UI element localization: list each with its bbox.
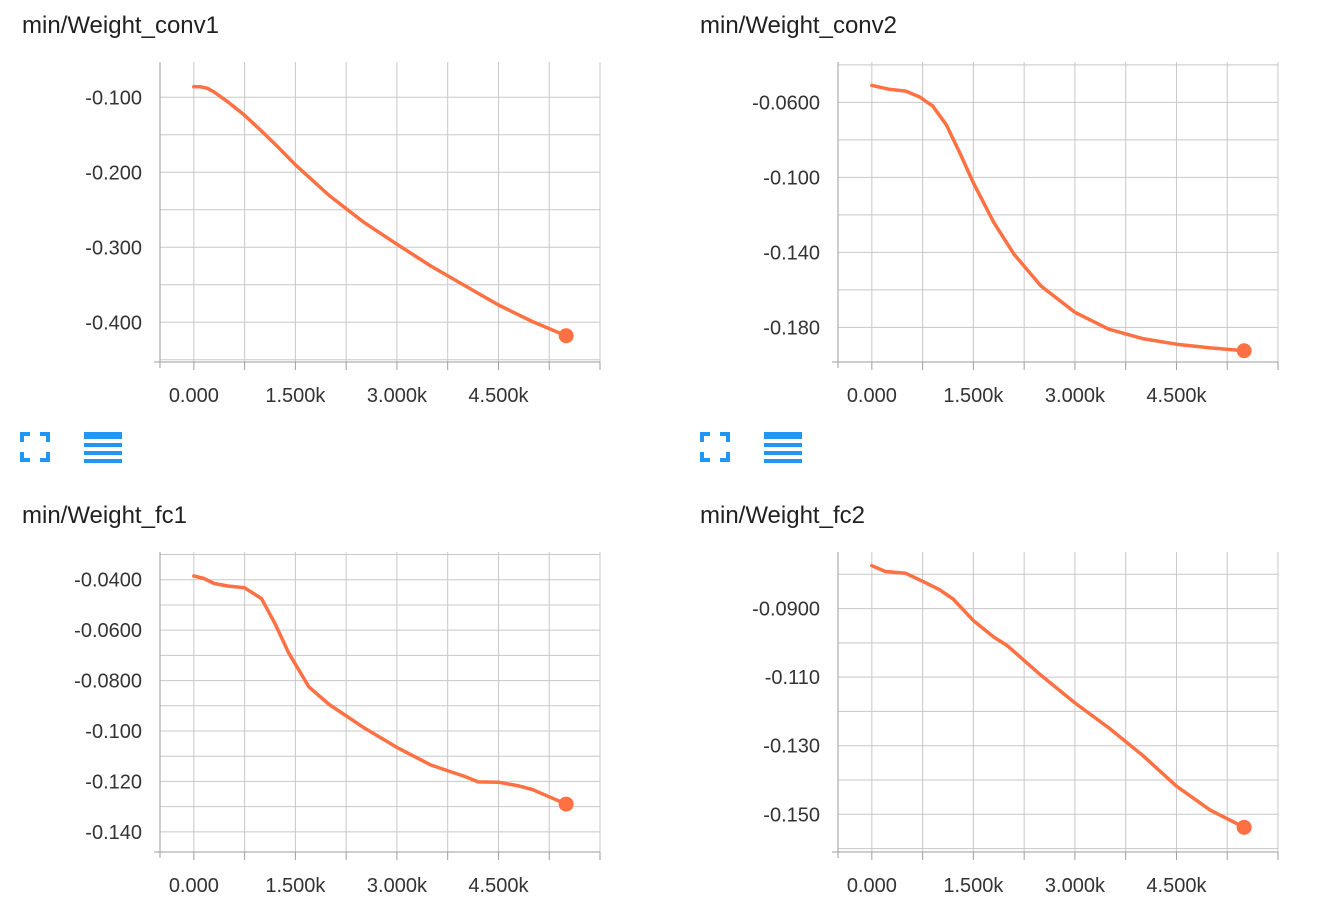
fullscreen-icon[interactable] <box>700 432 730 462</box>
y-tick-label: -0.140 <box>85 822 142 844</box>
chart-plot[interactable]: 0.000 1.500k 3.000k 4.500k -0.0400 -0.0600 -0.… <box>22 502 662 922</box>
chart-plot[interactable]: 0.000 1.500k 3.000k 4.500k -0.100 -0.200 -0.30… <box>22 12 662 432</box>
fullscreen-icon[interactable] <box>20 432 50 462</box>
series-line <box>192 85 568 338</box>
chart-panel-fc1: min/Weight_fc1 0.000 1.500k 3.000k 4.500k -0… <box>22 502 662 922</box>
x-tick-label: 4.500k <box>468 385 529 407</box>
x-tick-label: 3.000k <box>1045 875 1106 897</box>
y-tick-label: -0.100 <box>85 721 142 743</box>
series-endpoint <box>1236 343 1252 359</box>
y-tick-label: -0.0400 <box>74 570 142 592</box>
y-tick-label: -0.100 <box>85 87 142 109</box>
y-tick-label: -0.400 <box>85 312 142 334</box>
chart-title: min/Weight_fc1 <box>22 502 187 529</box>
chart-title: min/Weight_conv2 <box>700 12 897 39</box>
series-line <box>870 563 1246 830</box>
series-endpoint <box>1236 819 1252 835</box>
series-endpoint <box>558 328 574 344</box>
x-tick-label: 1.500k <box>265 385 326 407</box>
chart-panel-fc2: min/Weight_fc2 0.000 1.500k 3.000k 4.500k -0… <box>700 502 1336 922</box>
y-tick-label: -0.100 <box>763 167 820 189</box>
x-tick-label: 3.000k <box>367 385 428 407</box>
x-tick-label: 0.000 <box>169 875 219 897</box>
y-tick-label: -0.0600 <box>752 92 820 114</box>
chart-panel-conv1: min/Weight_conv1 0.000 1.500k 3.000k 4.500k… <box>22 12 662 432</box>
x-tick-label: 0.000 <box>847 875 897 897</box>
y-tick-label: -0.110 <box>765 667 820 689</box>
x-tick-label: 4.500k <box>468 875 529 897</box>
y-tick-label: -0.180 <box>763 317 820 339</box>
chart-title: min/Weight_conv1 <box>22 12 219 39</box>
x-tick-label: 3.000k <box>1045 385 1106 407</box>
y-tick-label: -0.0600 <box>74 620 142 642</box>
chart-panel-conv2: min/Weight_conv2 0.000 1.500k 3.000k 4.500k… <box>700 12 1336 432</box>
y-tick-label: -0.140 <box>763 242 820 264</box>
chart-controls-conv1 <box>20 432 130 472</box>
series-endpoint <box>558 796 574 812</box>
x-tick-label: 1.500k <box>943 385 1004 407</box>
x-tick-label: 0.000 <box>847 385 897 407</box>
y-tick-label: -0.0900 <box>752 599 820 621</box>
x-tick-label: 0.000 <box>169 385 219 407</box>
y-tick-label: -0.200 <box>85 162 142 184</box>
x-tick-label: 4.500k <box>1146 875 1207 897</box>
x-tick-label: 3.000k <box>367 875 428 897</box>
chart-plot[interactable]: 0.000 1.500k 3.000k 4.500k -0.0600 -0.100 -0.1… <box>700 12 1336 432</box>
chart-title: min/Weight_fc2 <box>700 502 865 529</box>
x-tick-label: 1.500k <box>265 875 326 897</box>
series-line <box>870 83 1246 353</box>
list-icon[interactable] <box>84 432 122 466</box>
chart-controls-conv2 <box>700 432 810 472</box>
y-tick-label: -0.150 <box>763 804 820 826</box>
list-icon[interactable] <box>764 432 802 466</box>
x-tick-label: 4.500k <box>1146 385 1207 407</box>
series-line <box>192 574 568 806</box>
chart-plot[interactable]: 0.000 1.500k 3.000k 4.500k -0.0900 -0.110 -0.1… <box>700 502 1336 922</box>
y-tick-label: -0.120 <box>85 771 142 793</box>
x-tick-label: 1.500k <box>943 875 1004 897</box>
y-tick-label: -0.300 <box>85 237 142 259</box>
y-tick-label: -0.0800 <box>74 671 142 693</box>
y-tick-label: -0.130 <box>763 736 820 758</box>
